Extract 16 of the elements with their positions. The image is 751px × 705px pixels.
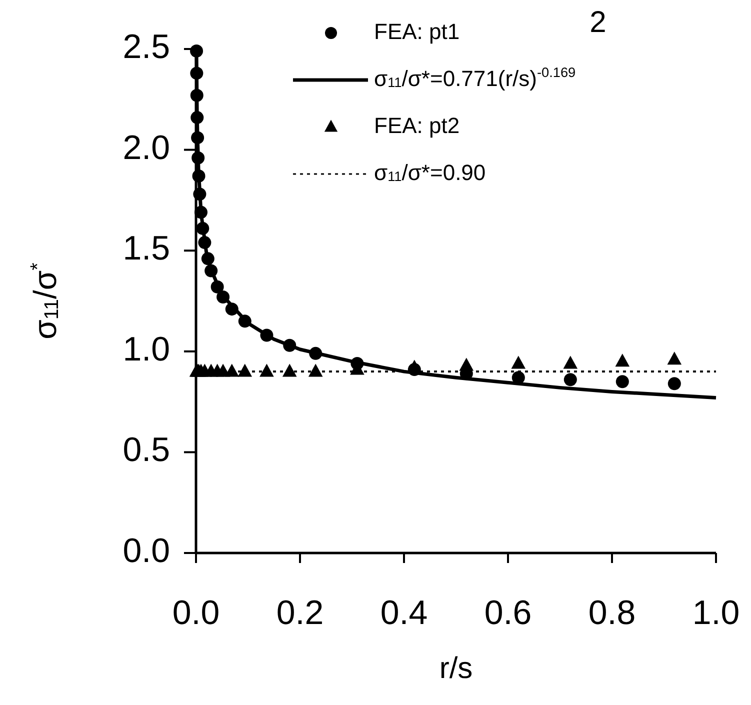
- x-tick-label: 1.0: [692, 594, 740, 632]
- y-tick-label: 1.0: [122, 330, 170, 368]
- x-tick-label: 0.8: [588, 594, 636, 632]
- x-tick-label: 0.0: [172, 594, 220, 632]
- text: 2: [590, 6, 606, 39]
- x-tick-label: 0.4: [380, 594, 428, 632]
- y-tick-label: 0.0: [122, 532, 170, 570]
- x-tick-label: 0.6: [484, 594, 532, 632]
- legend-label: FEA: pt2: [374, 112, 460, 138]
- y-tick-label: 1.5: [122, 230, 170, 268]
- y-tick-label: 2.5: [122, 28, 170, 66]
- y-tick-label: 2.0: [122, 128, 170, 167]
- x-axis-title: r/s: [439, 652, 473, 685]
- y-tick-label: 0.5: [122, 431, 170, 470]
- legend-label: FEA: pt1: [374, 18, 460, 44]
- x-tick-label: 0.2: [276, 594, 324, 632]
